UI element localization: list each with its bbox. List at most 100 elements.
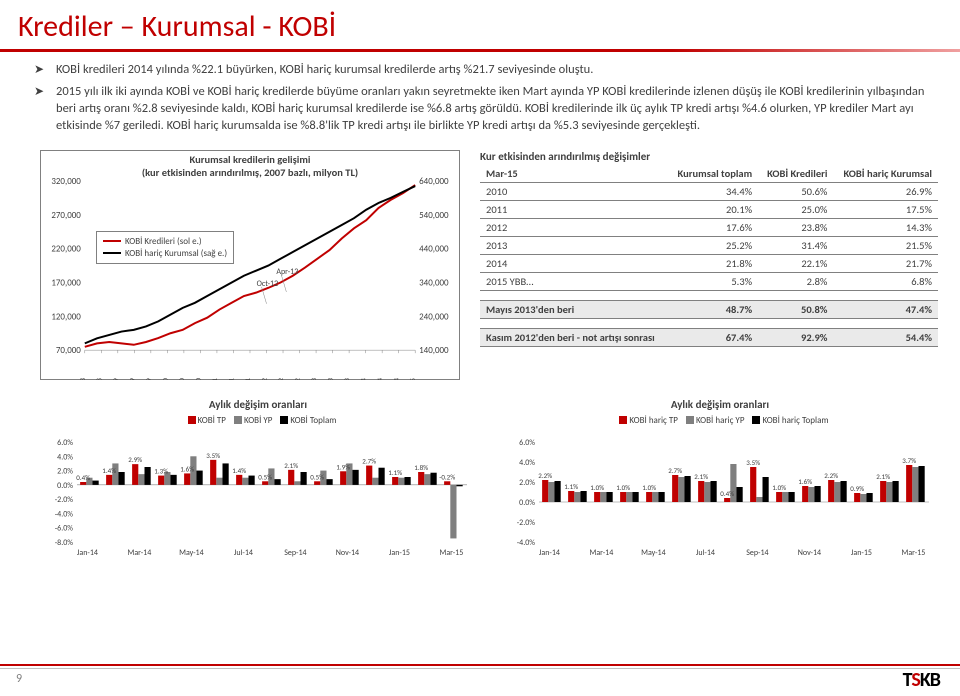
- svg-text:Oct-11: Oct-11: [243, 377, 252, 379]
- svg-text:Mar-15: Mar-15: [440, 548, 464, 558]
- svg-text:-0.2%: -0.2%: [439, 472, 455, 481]
- svg-text:2.9%: 2.9%: [128, 455, 142, 464]
- svg-text:1.0%: 1.0%: [642, 483, 656, 492]
- svg-text:Jul-14: Jul-14: [234, 548, 253, 558]
- bar-chart-svg: 6.0%4.0%2.0%0.0%-2.0%-4.0%2.2%1.1%1.0%1.…: [502, 428, 938, 558]
- line-chart-title: Kurumsal kredilerin gelişimi: [41, 151, 459, 166]
- svg-text:240,000: 240,000: [419, 311, 449, 322]
- svg-text:120,000: 120,000: [51, 311, 81, 322]
- table-section: Mayıs 2013'den beri48.7%50.8%47.4%: [480, 300, 938, 318]
- logo: TSKB: [903, 668, 940, 692]
- svg-text:170,000: 170,000: [51, 277, 81, 288]
- table-row: 201034.4%50.6%26.9%: [480, 182, 938, 200]
- svg-text:Jan-14: Jan-14: [539, 548, 560, 558]
- svg-text:0.5%: 0.5%: [258, 472, 272, 481]
- footer-bar: [0, 664, 960, 666]
- bar-chart-title: Aylık değişim oranları: [502, 398, 938, 411]
- svg-text:-2.0%: -2.0%: [517, 518, 536, 528]
- svg-text:Feb-15: Feb-15: [408, 377, 417, 379]
- svg-text:-4.0%: -4.0%: [517, 538, 536, 548]
- svg-text:Oct-14: Oct-14: [392, 377, 401, 379]
- svg-text:6.0%: 6.0%: [519, 438, 535, 448]
- svg-text:6.0%: 6.0%: [57, 438, 73, 448]
- legend-item: KOBİ hariç Kurumsal (sağ e.): [103, 248, 227, 259]
- line-chart: Kurumsal kredilerin gelişimi (kur etkisi…: [40, 150, 460, 380]
- svg-text:2.1%: 2.1%: [694, 472, 708, 481]
- bullet-item: KOBİ kredileri 2014 yılında %22.1 büyürk…: [40, 62, 932, 79]
- svg-text:320,000: 320,000: [51, 177, 81, 187]
- svg-text:0.0%: 0.0%: [57, 480, 73, 490]
- svg-text:Oct-10: Oct-10: [193, 377, 202, 379]
- svg-text:Nov-14: Nov-14: [798, 548, 821, 558]
- svg-text:1.0%: 1.0%: [590, 483, 604, 492]
- svg-text:2.7%: 2.7%: [668, 466, 682, 475]
- svg-text:-6.0%: -6.0%: [55, 523, 74, 533]
- svg-text:Jan-14: Jan-14: [77, 548, 98, 558]
- bar-chart-svg: 6.0%4.0%2.0%0.0%-2.0%-4.0%-6.0%-8.0%0.4%…: [40, 428, 476, 558]
- col-header: Mar-15: [480, 165, 668, 183]
- col-header: KOBİ hariç Kurumsal: [833, 165, 938, 183]
- svg-text:Feb-13: Feb-13: [309, 377, 318, 379]
- col-header: Kurumsal toplam: [668, 165, 758, 183]
- svg-text:2.2%: 2.2%: [538, 471, 552, 480]
- bar-chart-title: Aylık değişim oranları: [40, 398, 476, 411]
- svg-text:Oct-12: Oct-12: [257, 278, 279, 288]
- page-title: Krediler – Kurumsal - KOBİ: [0, 0, 960, 49]
- table-row: 201325.2%31.4%21.5%: [480, 236, 938, 254]
- svg-text:Mar-14: Mar-14: [128, 548, 152, 558]
- svg-text:1.0%: 1.0%: [616, 483, 630, 492]
- table-row: 201120.1%25.0%17.5%: [480, 200, 938, 218]
- table-section: Kasım 2012'den beri - not artışı sonrası…: [480, 328, 938, 346]
- svg-text:140,000: 140,000: [419, 345, 449, 356]
- svg-text:1.3%: 1.3%: [154, 466, 168, 475]
- svg-text:0.0%: 0.0%: [519, 498, 535, 508]
- legend-item: KOBİ Kredileri (sol e.): [103, 236, 227, 247]
- svg-text:3.5%: 3.5%: [746, 458, 760, 467]
- data-table: Mar-15Kurumsal toplamKOBİ KredileriKOBİ …: [480, 165, 938, 347]
- svg-text:4.0%: 4.0%: [57, 452, 73, 462]
- svg-text:1.6%: 1.6%: [798, 477, 812, 486]
- table-row: 201421.8%22.1%21.7%: [480, 254, 938, 272]
- svg-text:270,000: 270,000: [51, 209, 81, 220]
- line-chart-svg: 320,000270,000220,000170,000120,00070,00…: [41, 177, 459, 380]
- svg-text:Feb-11: Feb-11: [210, 377, 219, 379]
- svg-text:1.6%: 1.6%: [180, 464, 194, 473]
- svg-text:1.9%: 1.9%: [336, 462, 350, 471]
- title-divider: [0, 49, 960, 52]
- svg-text:Jun-13: Jun-13: [326, 377, 335, 379]
- svg-text:Jun-11: Jun-11: [226, 377, 235, 379]
- bar-legend: KOBİ TPKOBİ YPKOBİ Toplam: [40, 415, 476, 426]
- bullet-list: KOBİ kredileri 2014 yılında %22.1 büyürk…: [0, 62, 960, 135]
- svg-text:1.1%: 1.1%: [564, 482, 578, 491]
- svg-text:3.7%: 3.7%: [902, 456, 916, 465]
- bar-chart-panel: Aylık değişim oranları KOBİ hariç TPKOBİ…: [502, 398, 938, 561]
- svg-text:Oct-08: Oct-08: [94, 377, 103, 379]
- svg-text:Feb-12: Feb-12: [260, 377, 269, 379]
- svg-text:Mar-15: Mar-15: [902, 548, 926, 558]
- svg-text:-4.0%: -4.0%: [55, 509, 74, 519]
- svg-text:1.8%: 1.8%: [414, 463, 428, 472]
- bar-chart-panel: Aylık değişim oranları KOBİ TPKOBİ YPKOB…: [40, 398, 476, 561]
- svg-text:Jun-14: Jun-14: [375, 377, 384, 379]
- table-title: Kur etkisinden arındırılmış değişimler: [480, 150, 938, 163]
- svg-text:1.4%: 1.4%: [232, 465, 246, 474]
- svg-text:2.1%: 2.1%: [876, 472, 890, 481]
- svg-text:1.4%: 1.4%: [102, 465, 116, 474]
- svg-text:340,000: 340,000: [419, 277, 449, 288]
- svg-text:2.2%: 2.2%: [824, 471, 838, 480]
- svg-text:1.1%: 1.1%: [388, 468, 402, 477]
- svg-text:Feb-10: Feb-10: [160, 377, 169, 379]
- svg-text:May-14: May-14: [179, 548, 204, 558]
- footer-bar-light: [0, 668, 960, 669]
- svg-text:Nov-14: Nov-14: [336, 548, 359, 558]
- table-row: 2015 YBB…5.3%2.8%6.8%: [480, 272, 938, 290]
- col-header: KOBİ Kredileri: [758, 165, 833, 183]
- svg-text:-2.0%: -2.0%: [55, 495, 74, 505]
- svg-text:Jun-10: Jun-10: [177, 377, 186, 379]
- svg-text:2.7%: 2.7%: [362, 456, 376, 465]
- svg-text:Oct-12: Oct-12: [293, 377, 302, 379]
- svg-text:640,000: 640,000: [419, 177, 449, 187]
- svg-text:1.0%: 1.0%: [772, 483, 786, 492]
- svg-text:3.5%: 3.5%: [206, 450, 220, 459]
- svg-text:Oct-09: Oct-09: [144, 377, 153, 379]
